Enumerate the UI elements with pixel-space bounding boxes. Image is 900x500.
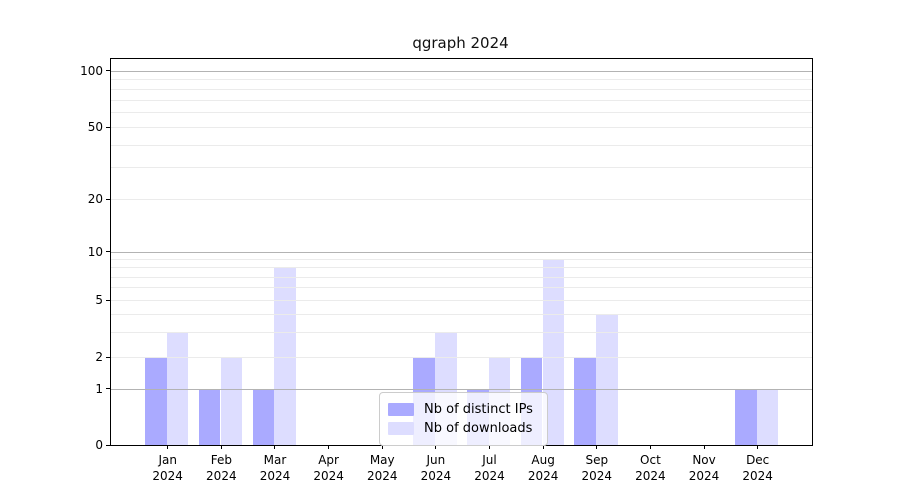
y-tick-50: [106, 126, 110, 128]
gridline-minor-3: [111, 331, 812, 333]
x-tick-label-jun: Jun 2024: [420, 453, 452, 483]
x-tick-label-feb: Feb 2024: [206, 453, 237, 483]
gridline-minor-4: [111, 313, 812, 315]
gridline-minor-2: [111, 357, 812, 358]
y-tick-label-20: 20: [87, 192, 103, 206]
gridline-major-1: [111, 388, 812, 390]
y-tick-20: [106, 198, 110, 200]
y-tick-1: [106, 388, 110, 389]
bar-downloads-feb: [220, 357, 243, 445]
x-tick-apr: [328, 445, 330, 449]
gridline-minor-9: [111, 259, 812, 261]
bar-distinct-ips-sep: [574, 357, 596, 445]
gridline-minor-60: [111, 112, 812, 114]
x-tick-label-aug: Aug 2024: [527, 453, 559, 483]
plot-area: Nb of distinct IPs Nb of downloads 0 1 2 5 1…: [80, 58, 813, 483]
y-tick-label-1: 1: [95, 381, 103, 396]
legend-item-downloads: Nb of downloads: [388, 419, 533, 438]
x-tick-label-mar: Mar 2024: [259, 453, 291, 483]
bar-downloads-dec: [757, 388, 779, 445]
gridline-minor-7: [111, 276, 812, 278]
x-tick-label-jul: Jul 2024: [474, 453, 505, 483]
x-tick-may: [381, 445, 383, 449]
legend-label-distinct-ips: Nb of distinct IPs: [424, 402, 533, 417]
legend-swatch-downloads: [388, 422, 414, 435]
bar-distinct-ips-dec: [735, 388, 757, 445]
bar-distinct-ips-feb: [198, 388, 221, 445]
gridline-minor-5: [111, 300, 812, 301]
y-tick-label-50: 50: [87, 120, 103, 134]
x-tick-nov: [703, 445, 705, 449]
y-tick-0: [106, 444, 110, 446]
bar-distinct-ips-mar: [252, 388, 274, 445]
legend-label-downloads: Nb of downloads: [424, 421, 533, 436]
gridline-major-100: [111, 70, 812, 72]
gridline-minor-90: [111, 79, 812, 81]
x-tick-oct: [649, 445, 651, 449]
gridline-major-10: [111, 251, 812, 253]
y-tick-5: [106, 299, 110, 301]
y-tick-10: [106, 251, 110, 253]
y-tick-2: [106, 356, 110, 358]
x-tick-dec: [757, 445, 759, 449]
gridline-minor-50: [111, 127, 812, 128]
chart-title: qgraph 2024: [412, 34, 509, 52]
x-tick-label-sep: Sep 2024: [581, 453, 613, 483]
x-tick-feb: [220, 445, 222, 449]
gridline-minor-8: [111, 267, 812, 269]
x-tick-jan: [167, 445, 169, 449]
x-tick-mar: [274, 445, 276, 449]
y-tick-label-10: 10: [87, 244, 103, 259]
x-tick-label-may: May 2024: [366, 453, 398, 483]
x-tick-aug: [542, 445, 544, 449]
legend-item-distinct-ips: Nb of distinct IPs: [388, 400, 533, 419]
legend: Nb of distinct IPs Nb of downloads: [379, 392, 548, 446]
legend-swatch-distinct-ips: [388, 403, 414, 416]
x-tick-sep: [596, 445, 598, 449]
bar-downloads-jan: [167, 331, 189, 445]
bar-downloads-mar: [274, 267, 296, 445]
gridline-minor-70: [111, 99, 812, 101]
gridline-minor-20: [111, 199, 812, 200]
y-tick-label-2: 2: [95, 350, 103, 364]
y-tick-label-100: 100: [80, 63, 103, 78]
x-tick-label-nov: Nov 2024: [688, 453, 720, 483]
x-tick-label-apr: Apr 2024: [313, 453, 344, 483]
y-tick-label-0: 0: [95, 438, 103, 452]
x-tick-jun: [435, 445, 437, 449]
bar-downloads-sep: [596, 313, 618, 445]
y-tick-label-5: 5: [95, 293, 103, 307]
x-tick-label-dec: Dec 2024: [742, 453, 773, 483]
gridline-minor-6: [111, 287, 812, 289]
bar-distinct-ips-jan: [145, 357, 167, 445]
x-tick-label-oct: Oct 2024: [635, 453, 666, 483]
x-tick-jul: [489, 445, 491, 449]
x-tick-label-jan: Jan 2024: [152, 453, 183, 483]
gridline-minor-40: [111, 144, 812, 146]
gridline-minor-30: [111, 167, 812, 169]
gridline-minor-80: [111, 88, 812, 90]
y-tick-100: [106, 70, 110, 71]
